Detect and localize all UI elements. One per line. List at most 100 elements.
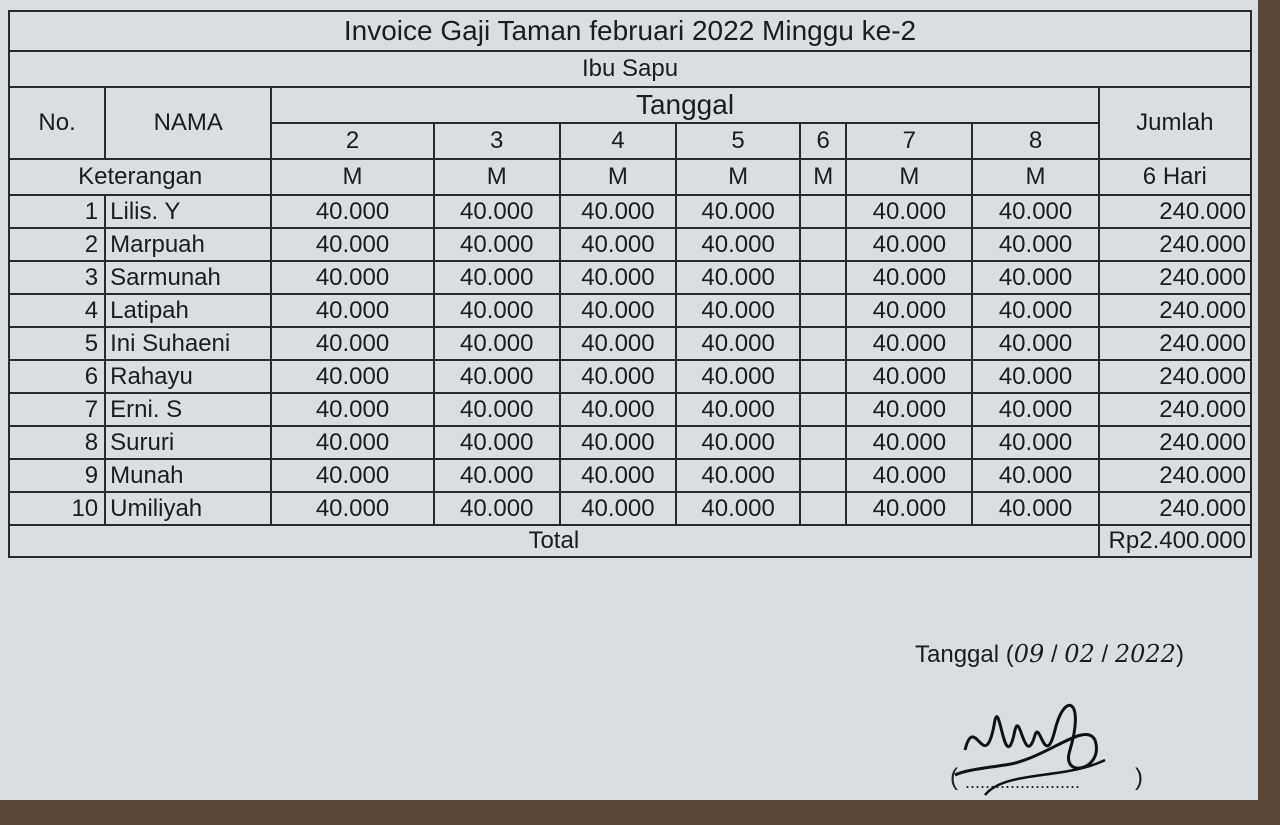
row-value: 40.000 <box>432 425 561 460</box>
header-code: M <box>845 158 974 196</box>
row-number: 2 <box>7 227 107 262</box>
header-code: M <box>971 158 1100 196</box>
row-value: 40.000 <box>674 227 802 262</box>
row-number: 6 <box>7 359 107 394</box>
row-value: 40.000 <box>845 458 974 493</box>
row-number: 8 <box>7 425 107 460</box>
total-row: Total Rp2.400.000 <box>8 524 1253 558</box>
row-value: 40.000 <box>432 491 561 526</box>
row-value: 40.000 <box>971 359 1100 394</box>
table-row: 4 Latipah 40.000 40.000 40.000 40.000 40.000 40… <box>7 293 1253 328</box>
table-row: 8 Sururi 40.000 40.000 40.000 40.000 40.000 40.… <box>7 425 1253 460</box>
row-jumlah: 240.000 <box>1097 458 1253 493</box>
row-number: 4 <box>7 293 107 328</box>
row-value: 40.000 <box>971 293 1100 328</box>
row-value: 40.000 <box>558 359 678 394</box>
row-value: 40.000 <box>674 458 802 493</box>
row-name: Umiliyah <box>104 491 273 526</box>
row-value: 40.000 <box>674 194 802 229</box>
row-value: 40.000 <box>971 458 1100 493</box>
row-number: 10 <box>7 491 107 526</box>
row-value: 40.000 <box>432 194 561 229</box>
table-row: 5 Ini Suhaeni 40.000 40.000 40.000 40.000 40.0… <box>7 326 1253 361</box>
row-value <box>799 359 848 394</box>
row-value: 40.000 <box>432 359 561 394</box>
date-year: 2022 <box>1114 640 1176 668</box>
row-value: 40.000 <box>845 425 974 460</box>
header-code: M <box>674 158 802 196</box>
row-value: 40.000 <box>558 491 678 526</box>
row-name: Lilis. Y <box>104 194 273 229</box>
table-row: 9 Munah 40.000 40.000 40.000 40.000 40.000 40.0… <box>7 458 1253 493</box>
row-number: 7 <box>7 392 107 427</box>
table-row: 2 Marpuah 40.000 40.000 40.000 40.000 40.000 40… <box>7 227 1253 262</box>
row-name: Marpuah <box>104 227 273 262</box>
row-value <box>799 425 848 460</box>
row-name: Erni. S <box>104 392 273 427</box>
row-value: 40.000 <box>674 293 802 328</box>
row-value <box>799 491 848 526</box>
svg-text:.......................: ....................... <box>965 772 1080 792</box>
row-name: Sarmunah <box>104 260 273 295</box>
row-name: Rahayu <box>104 359 273 394</box>
header-code: M <box>558 158 678 196</box>
row-value: 40.000 <box>845 491 974 526</box>
row-number: 3 <box>7 260 107 295</box>
row-value <box>799 227 848 262</box>
row-value: 40.000 <box>558 194 678 229</box>
signature: ( ....................... ) <box>950 704 1143 796</box>
row-value: 40.000 <box>674 425 802 460</box>
total-value: Rp2.400.000 <box>1097 524 1253 558</box>
row-value: 40.000 <box>270 359 435 394</box>
row-value: 40.000 <box>845 260 974 295</box>
row-value: 40.000 <box>971 326 1100 361</box>
row-value: 40.000 <box>845 293 974 328</box>
row-jumlah: 240.000 <box>1097 425 1253 460</box>
row-value <box>799 326 848 361</box>
header-date-4: 4 <box>558 122 678 160</box>
svg-text:): ) <box>1135 764 1143 791</box>
row-jumlah: 240.000 <box>1097 227 1253 262</box>
row-value: 40.000 <box>674 326 802 361</box>
row-value: 40.000 <box>845 359 974 394</box>
row-jumlah: 240.000 <box>1097 293 1253 328</box>
header-tanggal: Tanggal <box>270 86 1100 124</box>
table-row: 10 Umiliyah 40.000 40.000 40.000 40.000 40.000… <box>7 491 1253 526</box>
invoice-paper: Invoice Gaji Taman februari 2022 Minggu … <box>0 0 1258 800</box>
row-jumlah: 240.000 <box>1097 326 1253 361</box>
row-name: Munah <box>104 458 273 493</box>
signature-date: Tanggal (09 / 02 / 2022) <box>915 640 1184 668</box>
row-number: 1 <box>7 194 107 229</box>
row-value: 40.000 <box>971 260 1100 295</box>
invoice-title: Invoice Gaji Taman februari 2022 Minggu … <box>8 10 1252 52</box>
row-value: 40.000 <box>432 293 561 328</box>
row-value: 40.000 <box>432 260 561 295</box>
header-date-8: 8 <box>971 122 1100 160</box>
row-value: 40.000 <box>558 293 678 328</box>
row-name: Sururi <box>104 425 273 460</box>
row-value <box>799 458 848 493</box>
row-value: 40.000 <box>845 326 974 361</box>
header-code: M <box>270 158 435 196</box>
row-jumlah: 240.000 <box>1097 491 1253 526</box>
row-value: 40.000 <box>845 227 974 262</box>
invoice-subtitle: Ibu Sapu <box>8 50 1252 88</box>
row-value: 40.000 <box>270 194 435 229</box>
row-value: 40.000 <box>558 458 678 493</box>
table-row: 3 Sarmunah 40.000 40.000 40.000 40.000 40.000 4… <box>7 260 1253 295</box>
row-value: 40.000 <box>270 491 435 526</box>
row-value: 40.000 <box>971 491 1100 526</box>
row-value: 40.000 <box>432 392 561 427</box>
table-row: 1 Lilis. Y 40.000 40.000 40.000 40.000 40.000 4… <box>7 194 1253 229</box>
invoice-table: Invoice Gaji Taman februari 2022 Minggu … <box>7 10 1253 558</box>
row-value: 40.000 <box>270 392 435 427</box>
row-value: 40.000 <box>674 392 802 427</box>
row-value: 40.000 <box>270 458 435 493</box>
header-jumlah: Jumlah <box>1097 86 1253 160</box>
row-value: 40.000 <box>270 425 435 460</box>
header-no: No. <box>7 86 107 160</box>
header-keterangan: Keterangan <box>7 158 273 196</box>
date-day: 09 <box>1013 640 1045 668</box>
row-jumlah: 240.000 <box>1097 392 1253 427</box>
row-name: Latipah <box>104 293 273 328</box>
